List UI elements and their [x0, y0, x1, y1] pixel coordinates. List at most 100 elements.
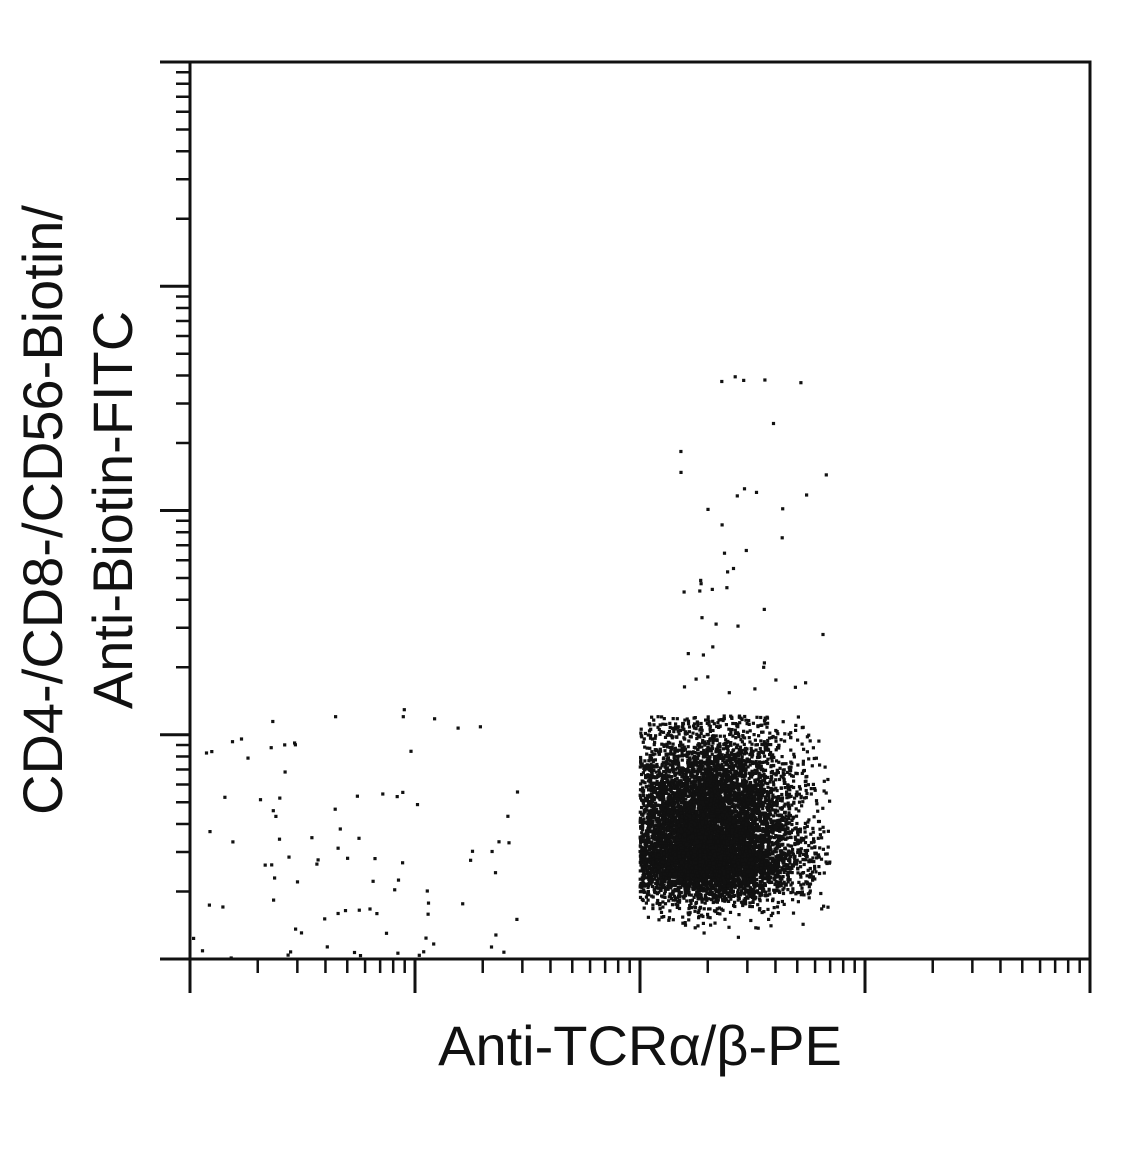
- event-point: [643, 759, 647, 763]
- event-point: [646, 889, 650, 894]
- event-point: [736, 814, 740, 819]
- event-point: [740, 740, 744, 744]
- event-point: [762, 778, 767, 782]
- event-point: [742, 742, 746, 746]
- event-point: [688, 904, 692, 908]
- event-point: [689, 781, 693, 785]
- event-point: [759, 833, 763, 837]
- event-point: [714, 890, 718, 894]
- data-points: [192, 375, 832, 960]
- event-point: [666, 802, 670, 806]
- event-point: [654, 843, 658, 847]
- event-point: [791, 911, 796, 915]
- event-point: [672, 839, 676, 843]
- event-point: [756, 824, 760, 829]
- event-point: [738, 769, 742, 773]
- event-point: [656, 725, 660, 729]
- event-point: [685, 775, 689, 780]
- event-point: [682, 778, 686, 782]
- event-point: [638, 895, 643, 899]
- event-point: [668, 892, 672, 896]
- event-point: [801, 759, 805, 763]
- event-point: [657, 877, 661, 881]
- event-point: [644, 853, 648, 857]
- event-point: [718, 745, 722, 749]
- event-point: [712, 754, 716, 759]
- event-point: [656, 826, 660, 830]
- event-point: [648, 812, 652, 816]
- event-point: [689, 902, 693, 906]
- event-point: [781, 868, 785, 872]
- event-point: [822, 871, 826, 875]
- event-point: [640, 828, 645, 832]
- event-point: [667, 792, 671, 796]
- event-point: [756, 766, 760, 770]
- event-point: [813, 788, 817, 792]
- event-point: [743, 759, 747, 763]
- event-point: [755, 789, 760, 793]
- event-point: [817, 865, 821, 869]
- event-point: [650, 836, 655, 840]
- event-point: [663, 735, 668, 739]
- event-point: [645, 746, 649, 750]
- event-point: [774, 773, 778, 777]
- event-point: [776, 885, 780, 889]
- event-point: [658, 902, 662, 906]
- event-point: [644, 829, 648, 833]
- event-point: [727, 765, 731, 769]
- event-point: [676, 869, 680, 873]
- event-point: [705, 748, 709, 752]
- event-point: [691, 731, 695, 735]
- event-point: [655, 884, 659, 888]
- event-point: [652, 834, 657, 838]
- event-point: [794, 807, 798, 811]
- event-point: [747, 892, 751, 896]
- event-point: [644, 895, 648, 899]
- event-point: [741, 734, 745, 738]
- event-point: [667, 783, 671, 787]
- event-point: [673, 750, 677, 754]
- event-point: [718, 912, 722, 916]
- event-point: [733, 742, 737, 746]
- event-point: [731, 734, 735, 738]
- event-point: [748, 855, 752, 859]
- event-point: [788, 861, 792, 865]
- event-point: [701, 741, 705, 745]
- event-point: [821, 806, 825, 810]
- event-point: [759, 828, 763, 832]
- event-point: [778, 806, 782, 810]
- event-point: [665, 768, 669, 772]
- event-point: [782, 870, 786, 874]
- event-point: [658, 785, 662, 789]
- event-point: [738, 745, 742, 749]
- event-point: [775, 799, 779, 803]
- event-point: [756, 903, 760, 907]
- event-point: [711, 741, 715, 745]
- event-point: [755, 877, 759, 881]
- event-point: [747, 876, 751, 880]
- event-point: [765, 759, 769, 764]
- event-point: [657, 890, 661, 894]
- event-point: [639, 826, 643, 830]
- event-point: [646, 766, 650, 770]
- event-point: [766, 785, 770, 789]
- event-point: [749, 781, 753, 785]
- event-point: [753, 864, 758, 868]
- event-point: [802, 882, 806, 886]
- event-point: [781, 771, 785, 775]
- event-point: [686, 758, 690, 762]
- event-point: [737, 795, 741, 800]
- event-point: [699, 786, 704, 790]
- event-point: [771, 897, 775, 901]
- event-point: [776, 900, 780, 905]
- event-point: [769, 743, 773, 747]
- event-point: [708, 907, 712, 911]
- event-point: [741, 887, 745, 891]
- event-point: [739, 771, 744, 775]
- event-point: [657, 769, 661, 773]
- event-point: [772, 801, 776, 805]
- event-point: [682, 753, 686, 757]
- event-point: [773, 811, 777, 815]
- event-point: [792, 861, 797, 865]
